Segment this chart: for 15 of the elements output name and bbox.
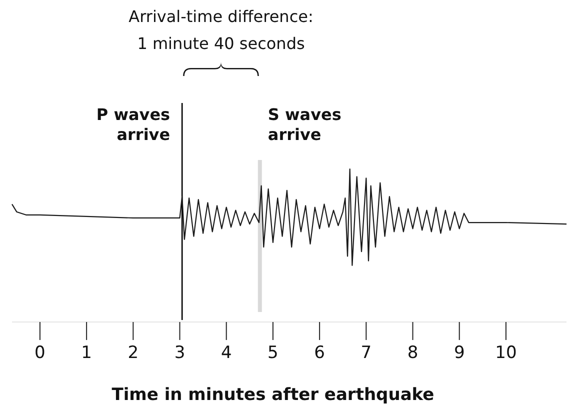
x-tick-label: 7 (360, 343, 372, 364)
x-tick-label: 6 (314, 343, 325, 364)
x-tick-label: 2 (128, 343, 139, 364)
ref-line-label: S waves arrive (268, 105, 342, 144)
text: Arrival-time difference: 1 minute 40 seconds (128, 7, 314, 53)
x-tick-label: 1 (81, 343, 92, 364)
x-axis-title: Time in minutes after earthquake (112, 385, 434, 405)
x-tick-label: 9 (454, 343, 465, 364)
x-tick-label: 10 (495, 343, 517, 364)
x-tick-label: 4 (220, 343, 232, 364)
x-tick-label: 3 (174, 343, 186, 364)
x-tick-label: 0 (34, 343, 46, 364)
x-tick-label: 8 (407, 343, 418, 364)
ref-line-label: P waves arrive (96, 105, 170, 144)
x-tick-label: 5 (268, 343, 278, 364)
